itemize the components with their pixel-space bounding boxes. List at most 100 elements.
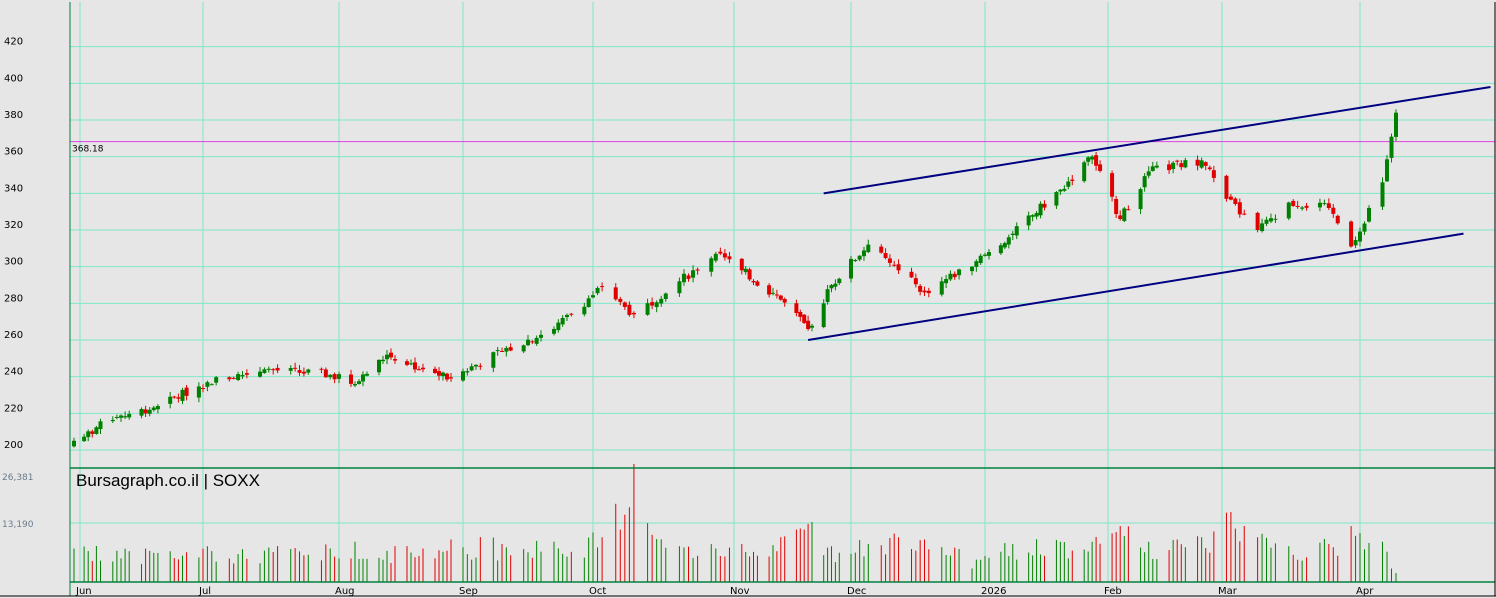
candle [1110,170,1115,202]
candle [1300,206,1305,211]
candle-body [751,280,756,283]
candle-body [1273,218,1278,220]
reference-line-label: 368.18 [72,145,104,155]
candle [709,256,714,277]
candle-body [1268,218,1273,222]
y-tick-label: 280 [4,293,23,304]
candle-body [306,369,311,373]
candle [184,385,189,401]
candle [297,365,302,376]
candle-body [1349,221,1354,247]
candle-body [1233,198,1238,204]
candle [1066,176,1071,190]
x-tick-label: Aug [335,586,355,597]
candle [887,254,892,267]
candle-body [1014,226,1019,236]
candle-body [837,278,842,284]
candle [504,346,509,357]
candle-body [782,298,787,303]
candle [944,274,949,288]
candle [794,299,799,317]
candle [110,416,115,423]
candle-body [1167,164,1172,171]
candle [1255,211,1260,233]
candle [262,367,267,374]
candle-body [1237,202,1242,215]
candle [1010,230,1015,241]
candle-body [266,368,271,370]
candle-body [1086,157,1091,162]
candle [214,375,219,386]
candle-body [1317,202,1322,208]
candle [833,279,838,291]
candle-body [798,312,803,317]
candle-body [409,363,413,365]
candle-body [297,370,302,373]
candle [952,271,957,280]
candle [896,259,901,274]
candle [1394,109,1398,142]
candle [176,393,181,403]
candle [569,312,574,317]
candle [1286,201,1291,221]
candle-body [417,369,421,371]
candle-body [1138,189,1143,210]
candle [357,379,361,385]
candle [82,433,87,443]
candle [491,351,496,373]
candle-body [1062,188,1067,191]
candle [405,359,409,367]
candle-body [1358,231,1362,242]
candle [552,326,556,336]
candle [1211,165,1216,183]
x-tick-label: Mar [1218,586,1238,597]
candle [739,258,744,275]
x-tick-label: Dec [847,586,866,597]
candle-body [1367,207,1371,222]
candle [1273,214,1278,224]
candle-body [180,389,185,401]
candle [778,294,783,301]
x-tick-label: Apr [1356,586,1374,597]
candle-body [663,293,668,300]
candle [1264,216,1269,227]
candle [421,363,425,373]
candle [1002,241,1007,250]
candle-body [119,415,123,418]
candle-body [1211,170,1216,178]
candle [627,301,632,317]
candle [409,359,413,366]
candle-body [495,350,500,352]
candle-body [896,264,901,271]
candle [1090,154,1095,165]
candle [1203,161,1208,171]
y-tick-label: 300 [4,257,23,268]
candle-body [231,377,236,379]
candle [539,330,543,342]
candle [1199,157,1204,169]
candle-body [1038,203,1043,216]
candle [240,371,245,379]
candle [196,382,201,403]
candle-body [151,407,156,411]
candle [1179,159,1184,171]
candle [681,269,686,286]
candle-body [986,252,991,256]
candle-body [1010,233,1015,236]
candle [275,364,280,374]
candle-body [301,371,306,374]
candle [123,411,128,420]
candle [983,252,987,257]
candle-body [176,397,181,399]
candle [560,315,565,327]
candle-body [1335,215,1340,224]
candle-body [504,347,509,352]
candle [556,319,561,333]
candle-body [184,387,189,396]
candle-body [1195,159,1200,166]
candle-body [970,266,975,272]
candle [168,391,173,409]
candle-body [1030,215,1035,217]
candle-body [586,298,591,308]
